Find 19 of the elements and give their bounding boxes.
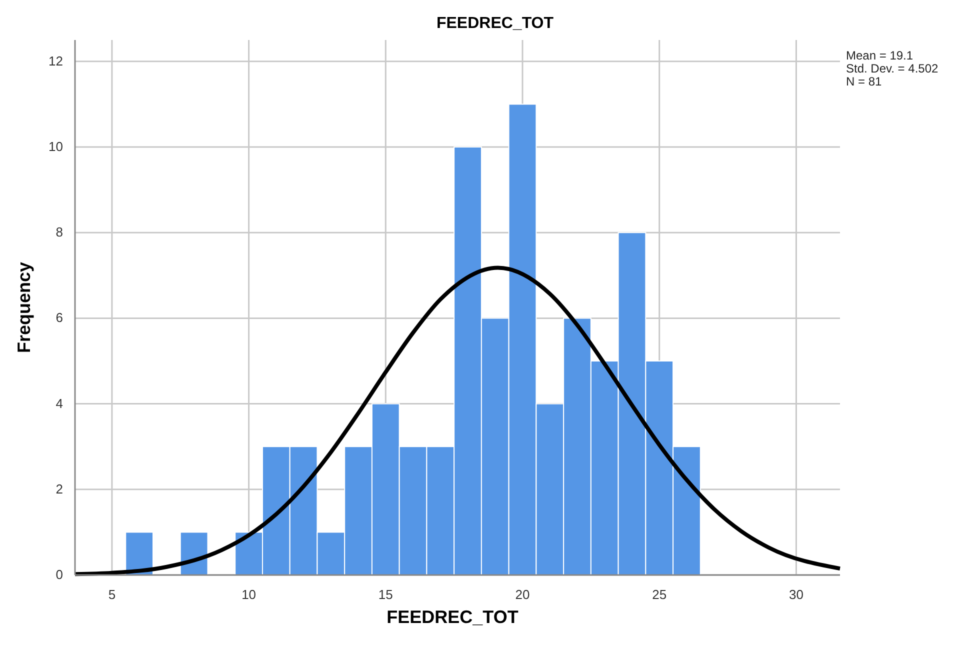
text: Mean = 19.1 (846, 48, 914, 62)
y-tick-label: 6 (56, 310, 63, 326)
y-tick-label: 12 (48, 53, 63, 68)
x-tick-label: 25 (652, 587, 667, 602)
y-tick-label: 4 (56, 396, 63, 411)
y-tick-label: 10 (48, 139, 63, 154)
x-tick-label: 30 (788, 587, 804, 602)
y-axis-title: Frequency (14, 262, 34, 354)
text: Std. Dev. = 4.502 (846, 61, 938, 76)
x-tick-label: 5 (108, 587, 116, 602)
x-axis-title: FEEDREC_TOT (386, 607, 518, 627)
y-tick-label: 0 (56, 567, 63, 582)
text: N = 81 (846, 74, 882, 88)
x-tick-label: 15 (378, 587, 393, 602)
x-tick-label: 20 (515, 587, 530, 602)
y-tick-label: 8 (56, 224, 63, 240)
x-tick-label: 10 (242, 587, 256, 602)
y-tick-label: 2 (56, 481, 63, 496)
chart-title: FEEDREC_TOT (436, 15, 554, 32)
